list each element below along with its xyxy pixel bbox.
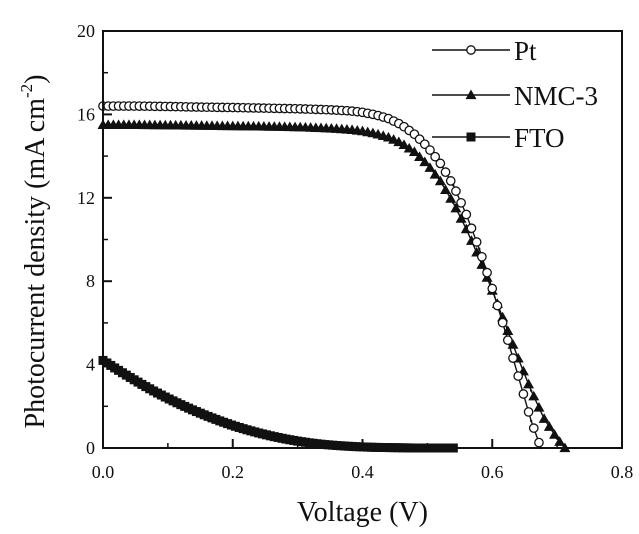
y-tick-label: 12	[77, 188, 95, 208]
series-marker	[451, 186, 461, 196]
series-marker	[466, 223, 477, 234]
legend-marker	[466, 45, 476, 55]
series-marker	[424, 162, 436, 172]
series-marker	[414, 151, 426, 162]
series-marker	[456, 197, 466, 208]
series-marker	[461, 209, 472, 220]
series-marker	[533, 402, 545, 412]
series-marker	[425, 145, 435, 155]
legend-marker	[466, 132, 476, 142]
series-marker	[497, 317, 508, 328]
series-marker	[528, 423, 539, 433]
y-tick-label: 20	[77, 21, 95, 41]
y-tick-label: 4	[86, 355, 95, 375]
series-marker	[508, 353, 518, 363]
series-marker	[435, 158, 446, 169]
legend-label: Pt	[514, 36, 537, 66]
legend-label: NMC-3	[514, 81, 598, 111]
series-marker	[419, 156, 431, 167]
y-tick-label: 16	[77, 104, 95, 124]
series-marker	[398, 139, 410, 150]
series-marker	[534, 437, 544, 448]
series-marker	[492, 300, 503, 311]
data-point	[529, 419, 533, 423]
y-tick-label: 8	[86, 271, 95, 291]
series-marker	[440, 184, 452, 195]
series-marker	[523, 378, 535, 389]
x-tick-label: 0.2	[222, 462, 245, 482]
series-marker	[502, 335, 513, 346]
y-axis-label-suffix: )	[20, 74, 51, 83]
legend-item-pt: Pt	[432, 36, 537, 66]
series-marker	[450, 202, 462, 213]
data-point	[529, 389, 533, 392]
legend: Pt NMC-3 FTO	[432, 36, 598, 153]
x-tick-label: 0.0	[92, 462, 115, 482]
legend-label: FTO	[514, 123, 565, 153]
x-axis-label: Voltage (V)	[297, 497, 428, 528]
series-marker	[543, 421, 555, 431]
series-marker	[434, 175, 446, 186]
legend-marker	[465, 89, 477, 100]
series-marker	[403, 142, 415, 153]
y-axis-label-superscript: -2	[17, 84, 36, 98]
y-axis-label-main: Photocurrent density (mA cm	[20, 98, 51, 429]
series-marker	[482, 267, 492, 278]
legend-item-nmc-3: NMC-3	[432, 81, 598, 111]
series-marker	[455, 213, 467, 223]
series-marker	[549, 429, 561, 439]
x-tick-label: 0.6	[481, 462, 504, 482]
series-marker	[471, 237, 482, 247]
series-marker	[518, 389, 529, 399]
series-marker	[445, 176, 456, 186]
legend-item-fto: FTO	[432, 123, 565, 153]
series-marker	[445, 193, 457, 203]
series-marker	[487, 283, 498, 294]
series-marker	[440, 167, 451, 178]
series-marker	[513, 371, 524, 381]
series-marker	[528, 390, 540, 401]
series-marker	[538, 413, 550, 423]
y-axis-label: Photocurrent density (mA cm-2)	[17, 74, 51, 428]
x-tick-label: 0.8	[611, 462, 634, 482]
y-tick-label: 0	[86, 438, 95, 458]
data-point	[478, 247, 481, 251]
data-point	[504, 330, 507, 333]
x-tick-label: 0.4	[351, 462, 374, 482]
series-marker	[408, 146, 420, 157]
series-marker	[430, 151, 441, 162]
ticks: 0.0 0.2 0.4 0.6 0.8 0 4 8 12 16 20	[77, 21, 633, 482]
series-marker	[429, 168, 441, 179]
series-marker	[523, 407, 534, 417]
series-marker	[477, 251, 487, 262]
